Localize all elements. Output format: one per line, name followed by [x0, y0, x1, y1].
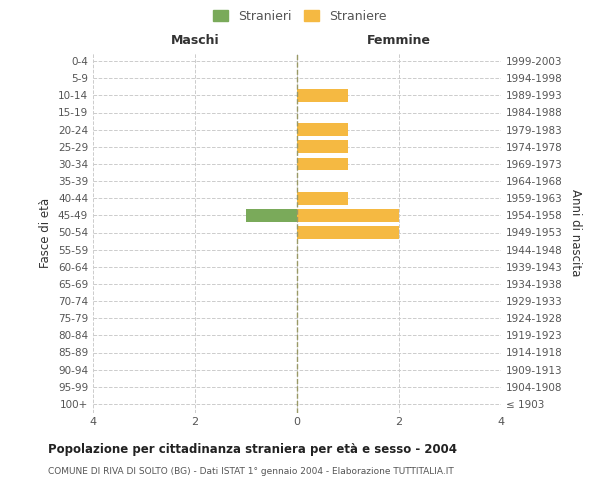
Bar	[297, 89, 348, 102]
Bar	[297, 140, 348, 153]
Legend: Stranieri, Straniere: Stranieri, Straniere	[209, 6, 391, 26]
Bar	[297, 123, 348, 136]
Text: Popolazione per cittadinanza straniera per età e sesso - 2004: Popolazione per cittadinanza straniera p…	[48, 442, 457, 456]
Bar	[297, 192, 348, 204]
Bar	[297, 158, 348, 170]
Text: Femmine: Femmine	[367, 34, 431, 48]
Text: Maschi: Maschi	[170, 34, 220, 48]
Bar	[297, 209, 399, 222]
Text: COMUNE DI RIVA DI SOLTO (BG) - Dati ISTAT 1° gennaio 2004 - Elaborazione TUTTITA: COMUNE DI RIVA DI SOLTO (BG) - Dati ISTA…	[48, 468, 454, 476]
Y-axis label: Fasce di età: Fasce di età	[40, 198, 52, 268]
Bar	[246, 209, 297, 222]
Bar	[297, 226, 399, 239]
Y-axis label: Anni di nascita: Anni di nascita	[569, 189, 582, 276]
